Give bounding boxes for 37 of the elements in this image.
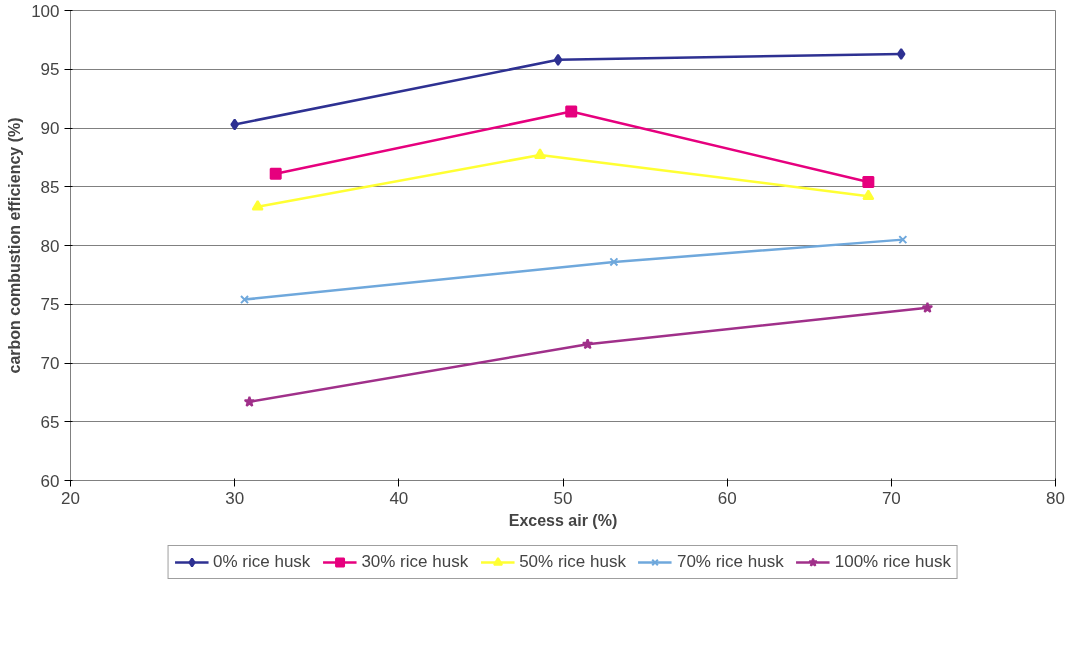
x-axis-title: Excess air (%) — [508, 511, 618, 529]
point — [534, 148, 547, 159]
y-axis-title: carbon combustion efficiency (%) — [6, 117, 24, 374]
point — [553, 53, 563, 66]
legend-label: 100% rice husk — [834, 552, 951, 572]
point — [898, 235, 908, 245]
legend-label: 50% rice husk — [519, 552, 626, 572]
point — [251, 199, 264, 211]
point — [609, 257, 619, 267]
x-tick-label: 60 — [717, 488, 737, 508]
x-tick-label: 50 — [553, 488, 573, 508]
y-tick-label: 60 — [40, 471, 60, 491]
point — [896, 47, 906, 60]
x-tick-label: 40 — [389, 488, 409, 508]
y-tick-label: 85 — [40, 177, 60, 197]
point — [921, 301, 934, 313]
y-tick-label: 65 — [40, 412, 60, 432]
legend-label: 0% rice husk — [213, 552, 311, 572]
legend-label: 70% rice husk — [676, 552, 784, 572]
x-tick-label: 30 — [225, 488, 245, 508]
point — [862, 189, 875, 201]
y-tick-label: 75 — [40, 295, 60, 315]
point — [581, 338, 594, 350]
y-tick-label: 80 — [40, 236, 60, 256]
x-tick-label: 20 — [61, 488, 80, 508]
point — [269, 167, 282, 180]
x-tick-label: 80 — [1046, 488, 1065, 508]
point — [565, 105, 578, 118]
point — [862, 176, 875, 189]
point — [243, 395, 256, 407]
legend-label: 30% rice husk — [361, 552, 469, 572]
y-tick-label: 100 — [31, 1, 60, 21]
x-tick-label: 70 — [881, 488, 901, 508]
y-tick-label: 90 — [40, 119, 60, 138]
point — [239, 295, 250, 305]
y-tick-label: 70 — [40, 354, 60, 373]
y-tick-label: 95 — [40, 60, 60, 80]
